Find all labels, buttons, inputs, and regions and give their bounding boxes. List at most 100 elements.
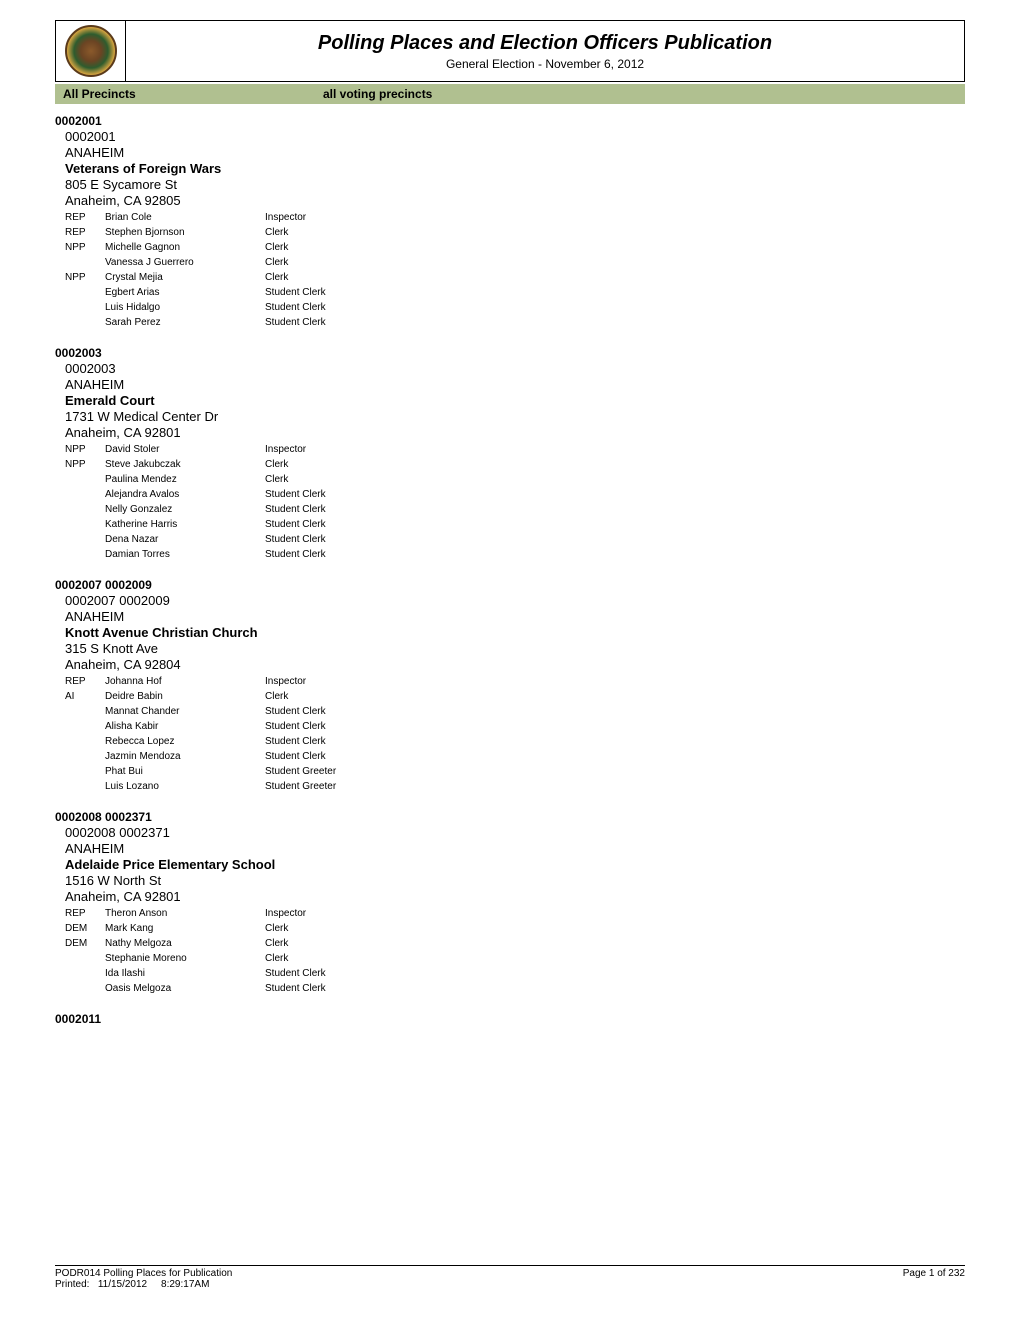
- footer-printed-label: Printed:: [55, 1279, 89, 1290]
- location-address: 805 E Sycamore St: [65, 177, 965, 192]
- officer-party: [65, 517, 105, 532]
- footer-report-name: PODR014 Polling Places for Publication: [55, 1268, 232, 1279]
- officers-list: REPBrian ColeInspectorREPStephen Bjornso…: [65, 210, 965, 330]
- officer-name: Jazmin Mendoza: [105, 749, 265, 764]
- precinct-block: 00020010002001ANAHEIMVeterans of Foreign…: [55, 114, 965, 330]
- officer-role: Clerk: [265, 936, 965, 951]
- officer-role: Student Clerk: [265, 749, 965, 764]
- officer-row: Sarah PerezStudent Clerk: [65, 315, 965, 330]
- officer-role: Student Clerk: [265, 719, 965, 734]
- location-address: 315 S Knott Ave: [65, 641, 965, 656]
- officer-party: [65, 315, 105, 330]
- officer-role: Student Greeter: [265, 764, 965, 779]
- location-address: 1731 W Medical Center Dr: [65, 409, 965, 424]
- location-city-zip: Anaheim, CA 92805: [65, 193, 965, 208]
- filter-value: all voting precincts: [323, 87, 432, 101]
- footer: PODR014 Polling Places for Publication P…: [55, 1265, 965, 1290]
- filter-bar: All Precincts all voting precincts: [55, 84, 965, 104]
- officer-row: Egbert AriasStudent Clerk: [65, 285, 965, 300]
- officer-party: NPP: [65, 240, 105, 255]
- officer-row: Jazmin MendozaStudent Clerk: [65, 749, 965, 764]
- officer-party: REP: [65, 210, 105, 225]
- precinct-id-bold: 0002003: [55, 346, 965, 360]
- subtitle: General Election - November 6, 2012: [126, 57, 964, 71]
- location-name: Emerald Court: [65, 393, 965, 408]
- officer-name: Alejandra Avalos: [105, 487, 265, 502]
- officer-row: Vanessa J GuerreroClerk: [65, 255, 965, 270]
- officer-row: Luis HidalgoStudent Clerk: [65, 300, 965, 315]
- officer-party: REP: [65, 674, 105, 689]
- next-precinct-block: 0002011: [55, 1012, 965, 1026]
- officer-name: Phat Bui: [105, 764, 265, 779]
- precinct-id-sub: 0002007 0002009: [65, 593, 965, 608]
- precinct-id-sub: 0002008 0002371: [65, 825, 965, 840]
- precinct-city: ANAHEIM: [65, 841, 965, 856]
- officer-row: AIDeidre BabinClerk: [65, 689, 965, 704]
- location-city-zip: Anaheim, CA 92801: [65, 889, 965, 904]
- officer-name: Michelle Gagnon: [105, 240, 265, 255]
- officer-role: Inspector: [265, 210, 965, 225]
- precinct-id-bold: 0002007 0002009: [55, 578, 965, 592]
- officer-row: Katherine HarrisStudent Clerk: [65, 517, 965, 532]
- officer-name: Stephen Bjornson: [105, 225, 265, 240]
- officer-row: Mannat ChanderStudent Clerk: [65, 704, 965, 719]
- officer-role: Inspector: [265, 906, 965, 921]
- officer-name: Johanna Hof: [105, 674, 265, 689]
- officer-role: Student Clerk: [265, 547, 965, 562]
- location-address: 1516 W North St: [65, 873, 965, 888]
- officer-row: Paulina MendezClerk: [65, 472, 965, 487]
- officer-row: REPBrian ColeInspector: [65, 210, 965, 225]
- officer-name: Luis Hidalgo: [105, 300, 265, 315]
- precinct-city: ANAHEIM: [65, 609, 965, 624]
- precinct-block: 0002007 00020090002007 0002009ANAHEIMKno…: [55, 578, 965, 794]
- officer-role: Clerk: [265, 689, 965, 704]
- officer-role: Inspector: [265, 442, 965, 457]
- officer-row: Stephanie MorenoClerk: [65, 951, 965, 966]
- officer-name: Mark Kang: [105, 921, 265, 936]
- officer-role: Clerk: [265, 472, 965, 487]
- seal-cell: [56, 21, 126, 81]
- officer-party: [65, 981, 105, 996]
- officer-party: [65, 764, 105, 779]
- officer-row: DEMNathy MelgozaClerk: [65, 936, 965, 951]
- footer-left: PODR014 Polling Places for Publication P…: [55, 1268, 232, 1290]
- next-precinct-id: 0002011: [55, 1012, 965, 1026]
- officer-party: [65, 734, 105, 749]
- officer-role: Student Clerk: [265, 502, 965, 517]
- officer-name: Deidre Babin: [105, 689, 265, 704]
- officer-name: Paulina Mendez: [105, 472, 265, 487]
- precinct-id-sub: 0002001: [65, 129, 965, 144]
- officer-name: Brian Cole: [105, 210, 265, 225]
- location-city-zip: Anaheim, CA 92801: [65, 425, 965, 440]
- officer-party: [65, 704, 105, 719]
- officer-role: Student Greeter: [265, 779, 965, 794]
- officer-row: Oasis MelgozaStudent Clerk: [65, 981, 965, 996]
- officer-role: Clerk: [265, 457, 965, 472]
- officers-list: NPPDavid StolerInspectorNPPSteve Jakubcz…: [65, 442, 965, 562]
- officer-role: Clerk: [265, 951, 965, 966]
- officer-party: NPP: [65, 442, 105, 457]
- officer-role: Student Clerk: [265, 966, 965, 981]
- precinct-city: ANAHEIM: [65, 145, 965, 160]
- officer-role: Student Clerk: [265, 487, 965, 502]
- officer-name: Mannat Chander: [105, 704, 265, 719]
- officer-party: [65, 719, 105, 734]
- officer-name: David Stoler: [105, 442, 265, 457]
- officer-party: [65, 472, 105, 487]
- officer-name: Nelly Gonzalez: [105, 502, 265, 517]
- officer-role: Clerk: [265, 270, 965, 285]
- precinct-id-sub: 0002003: [65, 361, 965, 376]
- header-row: Polling Places and Election Officers Pub…: [55, 20, 965, 82]
- location-name: Adelaide Price Elementary School: [65, 857, 965, 872]
- location-name: Veterans of Foreign Wars: [65, 161, 965, 176]
- officer-row: DEMMark KangClerk: [65, 921, 965, 936]
- officer-row: NPPMichelle GagnonClerk: [65, 240, 965, 255]
- precinct-block: 0002008 00023710002008 0002371ANAHEIMAde…: [55, 810, 965, 996]
- officer-name: Theron Anson: [105, 906, 265, 921]
- officer-role: Student Clerk: [265, 704, 965, 719]
- officer-name: Dena Nazar: [105, 532, 265, 547]
- officer-name: Alisha Kabir: [105, 719, 265, 734]
- officer-role: Clerk: [265, 255, 965, 270]
- officer-party: [65, 502, 105, 517]
- officer-row: NPPSteve JakubczakClerk: [65, 457, 965, 472]
